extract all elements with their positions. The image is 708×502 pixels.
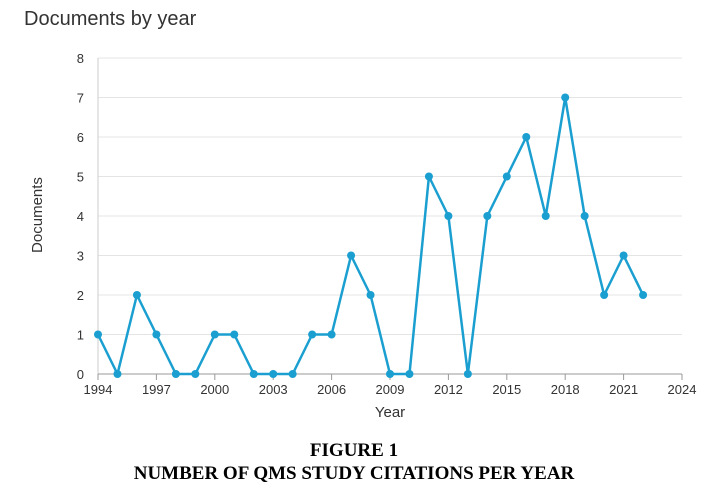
data-point	[94, 330, 102, 339]
x-axis-label: Year	[375, 404, 405, 421]
figure-label: FIGURE 1	[309, 440, 399, 461]
data-point	[366, 291, 375, 299]
line-chart: 0 1 2 3 4 5 6 7 8 1994 1997 2000 2003 2006 2009 2012 20…	[29, 51, 697, 421]
x-tick-label: 1997	[142, 382, 171, 397]
y-tick-label: 3	[77, 249, 84, 264]
data-point	[113, 370, 122, 378]
x-tick-label: 2012	[434, 382, 463, 397]
series-layer	[94, 93, 648, 378]
data-point	[386, 370, 394, 378]
data-point	[347, 251, 356, 260]
data-point	[210, 330, 219, 339]
y-tick-label: 4	[77, 209, 84, 224]
data-point	[502, 172, 511, 181]
chart-title: Documents by year	[24, 8, 197, 30]
y-tick-label: 5	[77, 170, 84, 185]
x-tick-label: 2003	[259, 382, 288, 397]
figure-caption: NUMBER OF QMS STUDY CITATIONS PER YEAR	[133, 463, 575, 484]
gridlines	[98, 57, 682, 335]
data-point	[463, 370, 472, 378]
y-tick-labels: 0 1 2 3 4 5 6 7 8	[77, 51, 84, 382]
data-point	[580, 212, 589, 220]
x-tick-label: 2021	[609, 382, 638, 397]
data-point	[249, 370, 258, 378]
x-tick-label: 2018	[551, 382, 580, 397]
data-point	[152, 330, 161, 339]
data-point	[405, 370, 414, 378]
data-point	[483, 212, 492, 220]
x-tick-labels: 1994 1997 2000 2003 2006 2009 2012 2015 2018 2021…	[84, 382, 697, 397]
data-point	[522, 133, 531, 141]
x-tick-label: 2009	[376, 382, 405, 397]
y-tick-label: 2	[77, 288, 84, 303]
data-point	[619, 251, 628, 260]
x-tick-label: 1994	[84, 382, 113, 397]
data-point	[171, 370, 180, 378]
x-tick-label: 2006	[317, 382, 346, 397]
y-tick-label: 1	[77, 328, 84, 343]
data-point	[269, 370, 278, 378]
y-tick-label: 0	[77, 367, 84, 382]
data-point	[600, 291, 609, 299]
data-point	[444, 212, 453, 220]
x-tick-label: 2024	[668, 382, 697, 397]
data-point	[561, 93, 570, 102]
data-point	[230, 330, 239, 339]
y-axis-label: Documents	[29, 177, 46, 253]
data-point	[288, 370, 297, 378]
data-point	[308, 330, 317, 339]
axes	[97, 58, 683, 380]
data-point	[327, 330, 336, 339]
y-tick-label: 6	[77, 130, 84, 145]
x-tick-label: 2015	[492, 382, 521, 397]
data-point	[424, 172, 433, 181]
data-point	[541, 212, 550, 220]
y-tick-label: 8	[77, 51, 84, 66]
data-point	[191, 370, 200, 378]
x-tick-label: 2000	[200, 382, 229, 397]
y-tick-label: 7	[77, 91, 84, 106]
data-point	[639, 291, 648, 299]
data-point	[132, 291, 141, 299]
series-line	[96, 96, 645, 376]
